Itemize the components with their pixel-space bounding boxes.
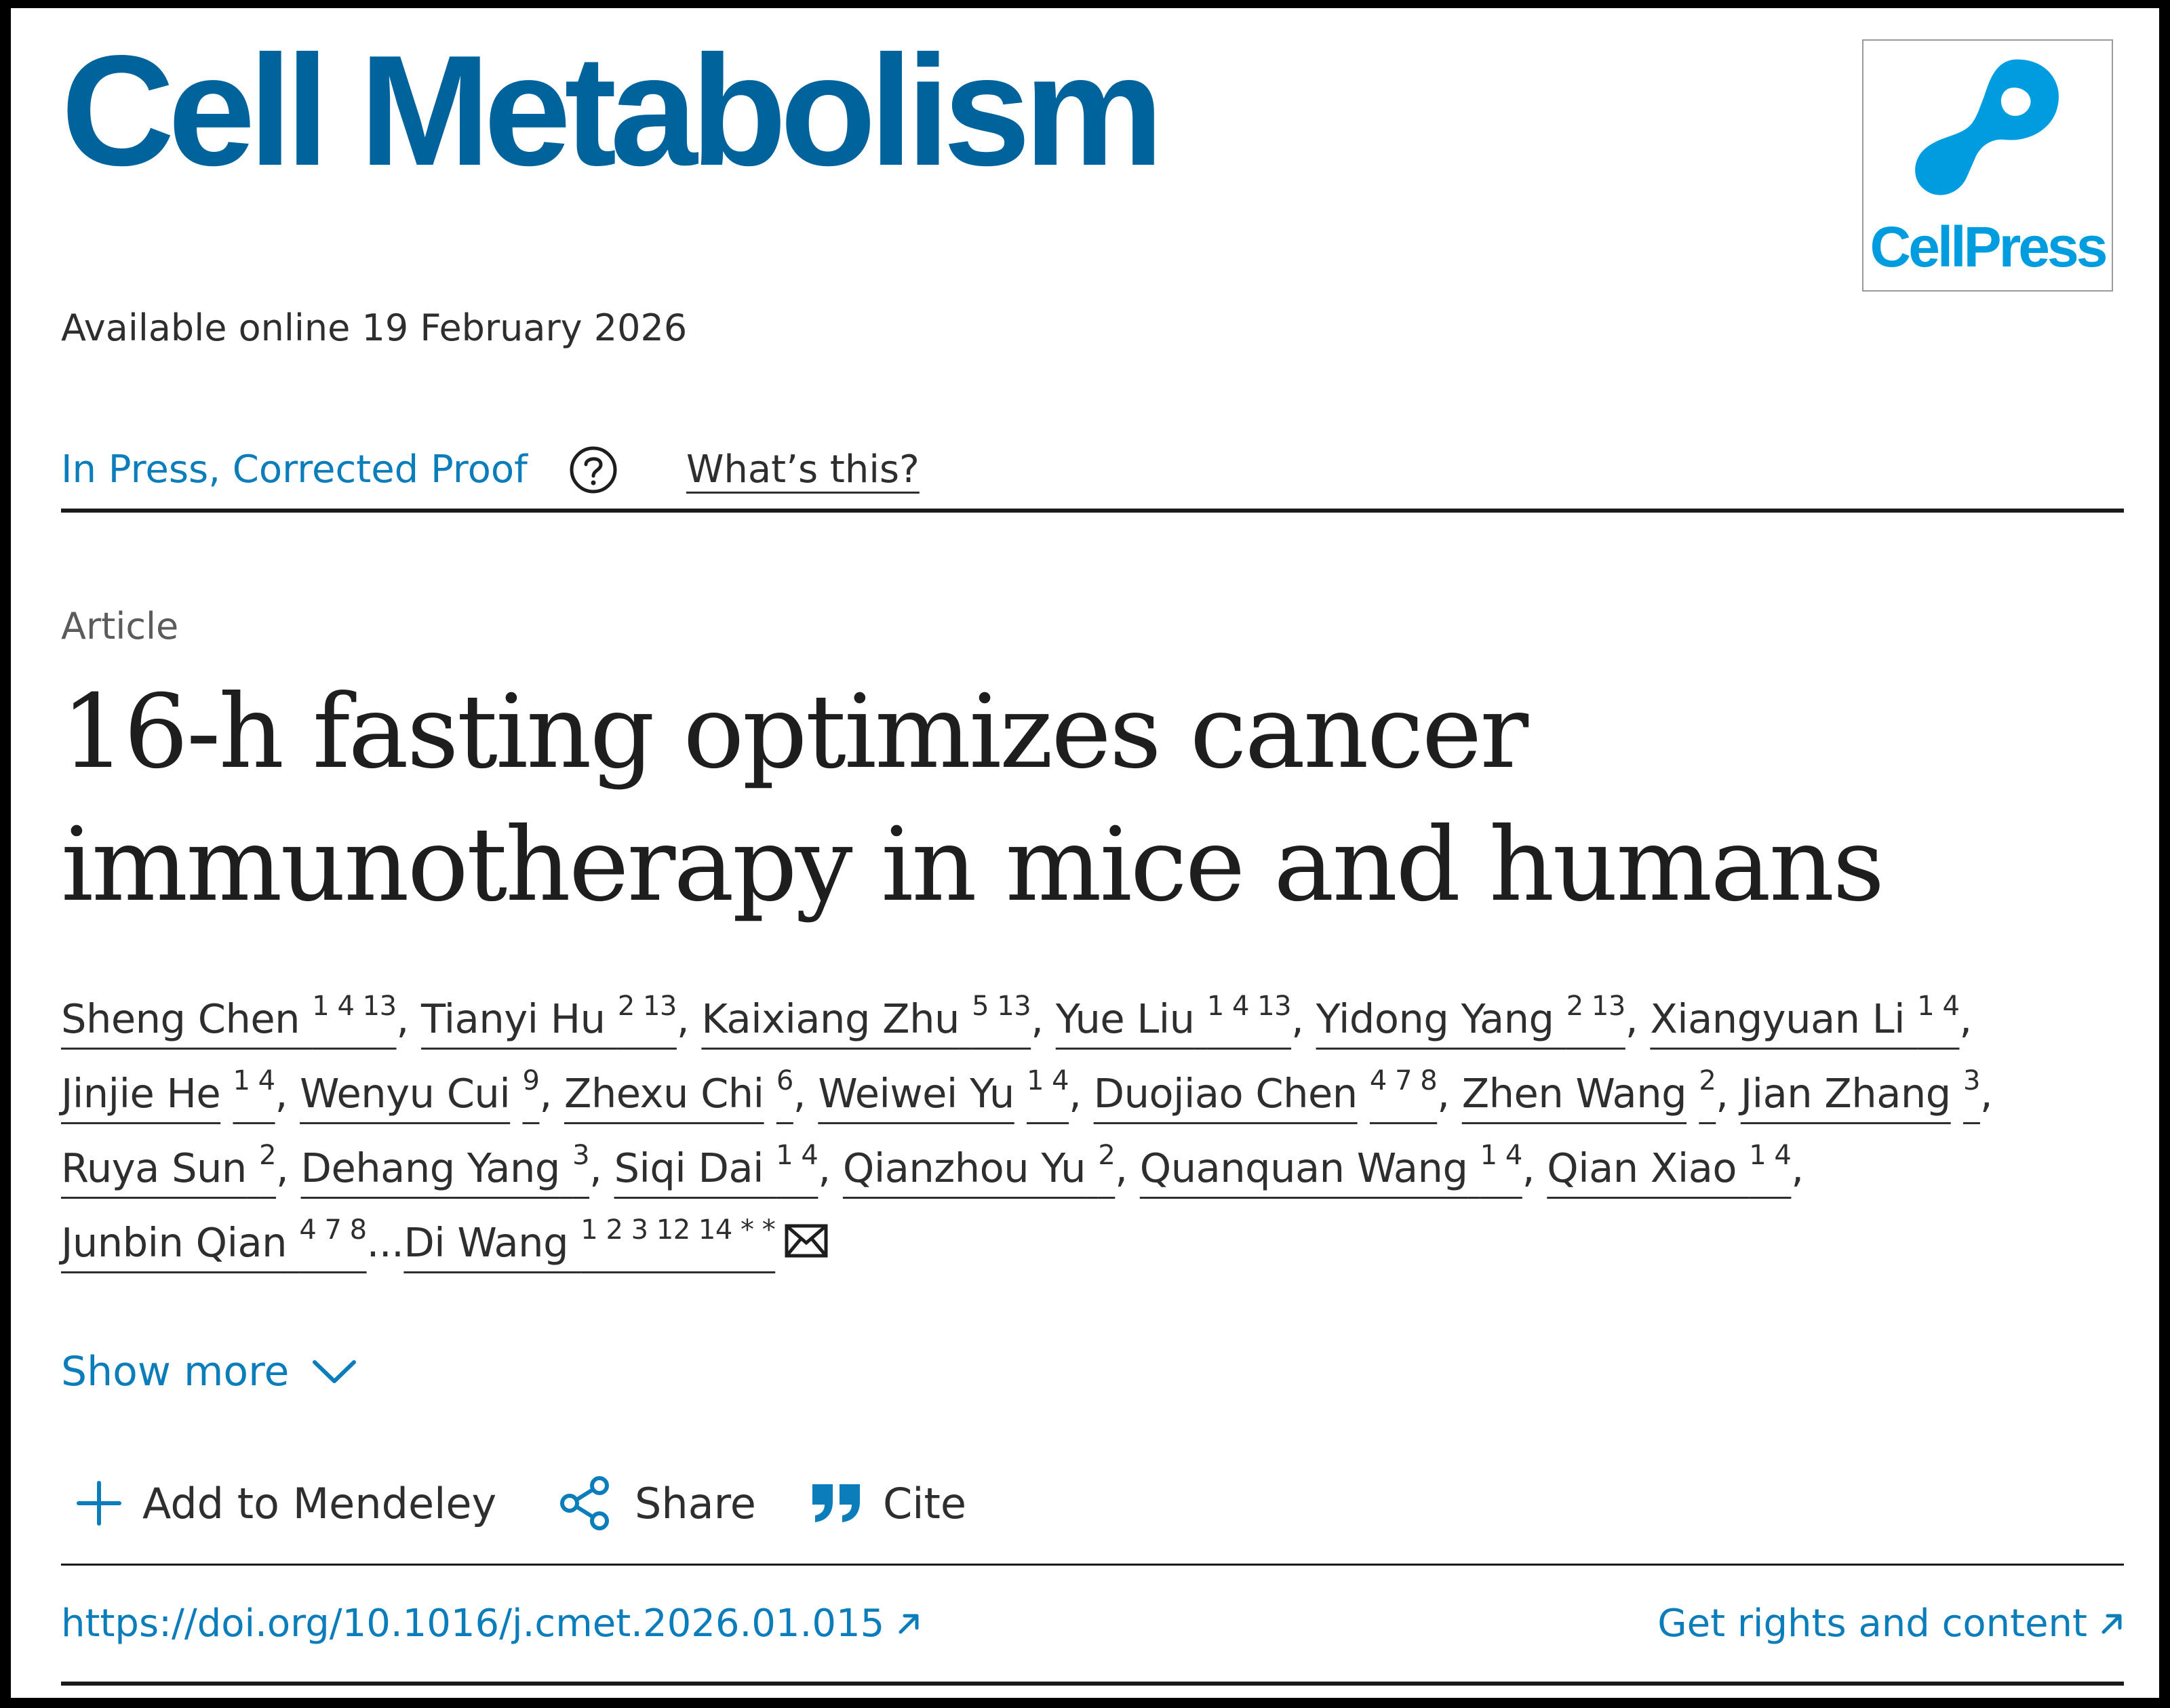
article-title: 16-h fasting optimizes cancer immunother… xyxy=(61,673,1885,924)
available-online-date: Available online 19 February 2026 xyxy=(61,306,688,349)
author-link[interactable]: Kaixiang Zhu 5 13 xyxy=(701,993,1031,1042)
footer-divider xyxy=(61,1682,2124,1686)
journal-title[interactable]: Cell Metabolism xyxy=(61,23,1164,199)
author-link[interactable]: Weiwei Yu 1 4 xyxy=(818,1067,1069,1117)
plus-icon xyxy=(77,1481,121,1526)
add-to-mendeley-label: Add to Mendeley xyxy=(142,1478,497,1528)
author-affiliations: 1 4 xyxy=(233,1065,275,1096)
author-name: Dehang Yang xyxy=(300,1145,561,1191)
author-name: Sheng Chen xyxy=(61,995,300,1042)
author-affiliations: 1 4 13 xyxy=(312,991,397,1022)
author-affiliations: 1 4 xyxy=(1749,1140,1792,1171)
author-link[interactable]: Yue Liu 1 4 13 xyxy=(1055,993,1292,1042)
author-link[interactable]: Di Wang 1 2 3 12 14 * * xyxy=(403,1216,828,1266)
author-link[interactable]: Yidong Yang 2 13 xyxy=(1316,993,1626,1042)
show-more-label: Show more xyxy=(61,1348,290,1395)
author-affiliations: 2 xyxy=(259,1140,277,1171)
author-name: Duojiao Chen xyxy=(1093,1070,1358,1117)
author-affiliations: 3 xyxy=(1962,1065,1980,1096)
author-affiliations: 6 xyxy=(776,1065,793,1096)
author-link[interactable]: Wenyu Cui 9 xyxy=(300,1067,540,1117)
cellpress-logo-text: CellPress xyxy=(1870,215,2108,279)
author-name: Tianyi Hu xyxy=(421,995,606,1042)
article-status-row: In Press, Corrected Proof What’s this? xyxy=(61,445,2109,509)
author-name: Di Wang xyxy=(403,1219,569,1266)
show-more-button[interactable]: Show more xyxy=(61,1348,357,1395)
author-link[interactable]: Dehang Yang 3 xyxy=(300,1142,590,1191)
share-button[interactable]: Share xyxy=(557,1473,756,1534)
get-rights-text: Get rights and content xyxy=(1657,1602,2087,1646)
cellpress-logo-mark-icon xyxy=(1915,59,2059,195)
article-page: Cell Metabolism CellPress Available onli… xyxy=(11,8,2159,1698)
external-link-arrow-icon xyxy=(899,1614,919,1633)
author-link[interactable]: Tianyi Hu 2 13 xyxy=(421,993,677,1042)
whats-this-link[interactable]: What’s this? xyxy=(686,448,920,492)
author-affiliations: 1 4 xyxy=(776,1140,818,1171)
author-list: Sheng Chen 1 4 13, Tianyi Hu 2 13, Kaixi… xyxy=(61,991,1993,1266)
author-name: Zhen Wang xyxy=(1461,1070,1687,1117)
author-name: Yue Liu xyxy=(1055,995,1195,1042)
article-type-label: Article xyxy=(61,605,179,648)
author-affiliations: 2 xyxy=(1699,1065,1716,1096)
cite-button[interactable]: Cite xyxy=(810,1473,966,1534)
author-link[interactable]: Zhexu Chi 6 xyxy=(564,1067,793,1117)
author-affiliations: 1 4 xyxy=(1480,1140,1523,1171)
author-link[interactable]: Xiangyuan Li 1 4 xyxy=(1650,993,1960,1042)
share-icon xyxy=(560,1476,609,1530)
authors-ellipsis: ... xyxy=(366,1219,404,1266)
author-name: Junbin Qian xyxy=(61,1219,288,1266)
author-name: Kaixiang Zhu xyxy=(701,995,960,1042)
author-affiliations: 1 4 xyxy=(1027,1065,1069,1096)
author-link[interactable]: Duojiao Chen 4 7 8 xyxy=(1093,1067,1438,1117)
doi-text: https://doi.org/10.1016/j.cmet.2026.01.0… xyxy=(61,1602,885,1646)
author-affiliations: 3 xyxy=(572,1140,590,1171)
author-link[interactable]: Junbin Qian 4 7 8 xyxy=(61,1216,367,1266)
author-link[interactable]: Quanquan Wang 1 4 xyxy=(1139,1142,1522,1191)
author-affiliations: 5 13 xyxy=(972,991,1031,1022)
chevron-down-icon xyxy=(313,1360,357,1383)
author-name: Jian Zhang xyxy=(1740,1070,1951,1117)
author-name: Weiwei Yu xyxy=(818,1070,1014,1117)
external-link-arrow-icon xyxy=(2102,1614,2122,1633)
author-affiliations: 2 13 xyxy=(1566,991,1626,1022)
author-affiliations: 1 4 xyxy=(1917,991,1960,1022)
author-name: Wenyu Cui xyxy=(300,1070,511,1117)
author-link[interactable]: Sheng Chen 1 4 13 xyxy=(61,993,397,1042)
cite-label: Cite xyxy=(883,1478,966,1528)
author-affiliations: 2 13 xyxy=(617,991,677,1022)
share-label: Share xyxy=(635,1478,756,1528)
author-link[interactable]: Jian Zhang 3 xyxy=(1740,1067,1981,1117)
actions-divider xyxy=(61,1564,2124,1566)
author-link[interactable]: Siqi Dai 1 4 xyxy=(614,1142,818,1191)
author-name: Siqi Dai xyxy=(614,1145,764,1191)
add-to-mendeley-button[interactable]: Add to Mendeley xyxy=(76,1473,496,1534)
press-status-link[interactable]: In Press, Corrected Proof xyxy=(61,448,528,492)
author-name: Qianzhou Yu xyxy=(842,1145,1086,1191)
envelope-icon xyxy=(785,1224,828,1258)
header-divider xyxy=(61,509,2124,513)
quote-icon xyxy=(812,1484,860,1522)
author-link[interactable]: Jinjie He 1 4 xyxy=(61,1067,275,1117)
author-name: Qian Xiao xyxy=(1547,1145,1737,1191)
author-affiliations: 4 7 8 xyxy=(1369,1065,1438,1096)
author-name: Jinjie He xyxy=(61,1070,221,1117)
author-link[interactable]: Ruya Sun 2 xyxy=(61,1142,277,1191)
author-affiliations: 1 4 13 xyxy=(1206,991,1292,1022)
author-name: Xiangyuan Li xyxy=(1650,995,1906,1042)
author-link[interactable]: Zhen Wang 2 xyxy=(1461,1067,1716,1117)
question-circle-icon[interactable] xyxy=(568,445,618,495)
author-link[interactable]: Qian Xiao 1 4 xyxy=(1547,1142,1792,1191)
author-affiliations: 4 7 8 xyxy=(299,1214,367,1246)
cellpress-logo[interactable]: CellPress xyxy=(1862,39,2113,292)
author-name: Zhexu Chi xyxy=(564,1070,764,1117)
author-name: Quanquan Wang xyxy=(1139,1145,1468,1191)
author-name: Yidong Yang xyxy=(1316,995,1554,1042)
doi-link[interactable]: https://doi.org/10.1016/j.cmet.2026.01.0… xyxy=(61,1602,921,1646)
author-name: Ruya Sun xyxy=(61,1145,247,1191)
author-affiliations: 2 xyxy=(1098,1140,1116,1171)
author-affiliations: 9 xyxy=(522,1065,540,1096)
author-affiliations: 1 2 3 12 14 * * xyxy=(580,1214,776,1246)
author-link[interactable]: Qianzhou Yu 2 xyxy=(842,1142,1116,1191)
get-rights-link[interactable]: Get rights and content xyxy=(1657,1602,2124,1646)
